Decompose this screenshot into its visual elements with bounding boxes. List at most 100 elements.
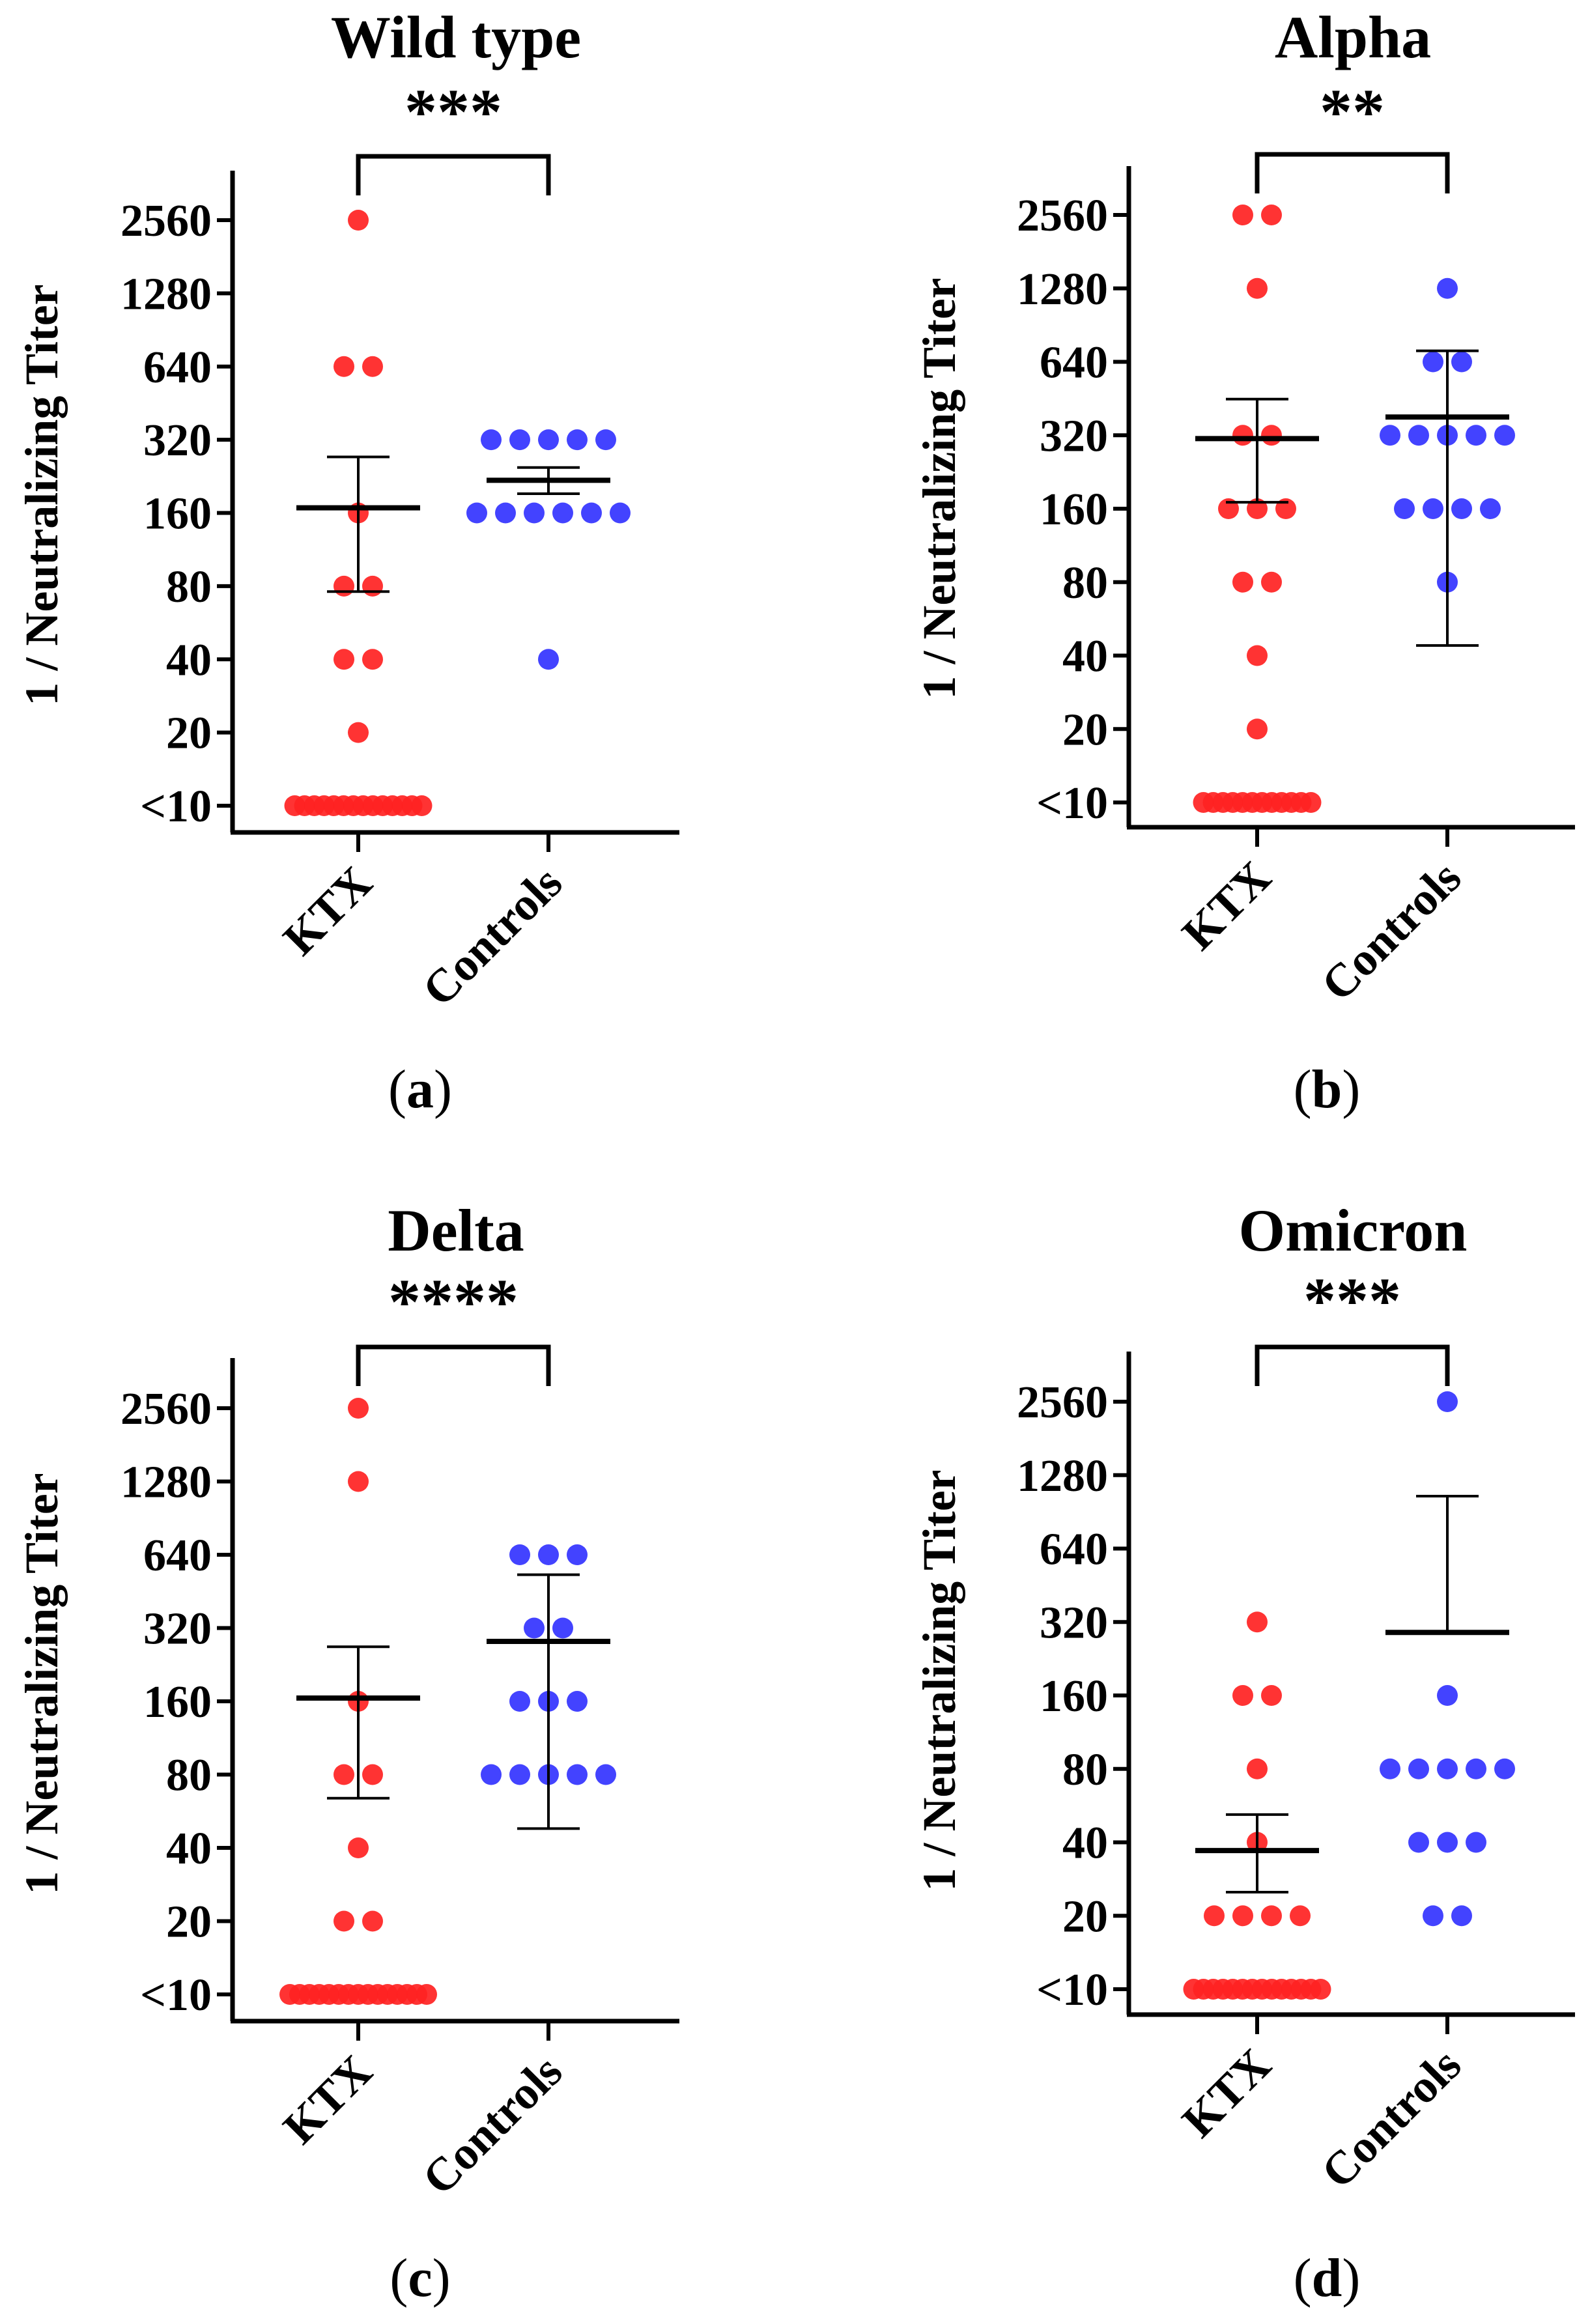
data-point: [348, 1471, 369, 1492]
data-point: [362, 1764, 383, 1785]
y-tick-label: 320: [1040, 1598, 1108, 1648]
data-point: [1451, 351, 1472, 373]
data-point: [509, 429, 530, 451]
data-point: [1437, 1685, 1458, 1706]
y-tick-label: 1280: [121, 269, 212, 319]
panel-b: Alpha** <10 20 40 80 160 320 640 1280 2560 KTX Cont…: [913, 4, 1575, 1120]
data-point: [524, 502, 545, 524]
data-point: [1494, 1758, 1515, 1779]
data-point: [1466, 1832, 1486, 1853]
data-point: [1408, 425, 1429, 446]
y-tick-label: 160: [1040, 485, 1108, 535]
data-point: [1451, 1905, 1472, 1927]
y-tick-label: 2560: [1017, 1378, 1108, 1428]
chart-title: Omicron: [1239, 1197, 1468, 1264]
y-tick-label: 1280: [1017, 264, 1108, 315]
data-point: [362, 1910, 383, 1932]
data-point: [538, 429, 559, 451]
chart-title: Delta: [388, 1197, 524, 1264]
data-point: [1261, 1685, 1282, 1706]
data-point: [1232, 205, 1253, 225]
data-point: [1232, 425, 1253, 446]
data-point: [1247, 1611, 1268, 1633]
y-tick-label: 20: [1062, 705, 1108, 755]
panel-label: (c): [390, 2248, 450, 2308]
significance-bracket: [356, 154, 551, 195]
data-point: [509, 1764, 530, 1785]
data-point: [552, 1617, 573, 1639]
y-tick-label: 80: [1062, 1745, 1108, 1795]
y-tick-label: 640: [143, 343, 212, 393]
data-point: [1423, 351, 1443, 373]
x-tick-label: KTX: [273, 857, 382, 965]
data-point: [1247, 718, 1268, 740]
data-point: [1232, 571, 1253, 593]
data-point: [334, 649, 354, 670]
y-axis-label: 1 / Neutralizing Titer: [16, 284, 68, 705]
data-point: [1466, 1758, 1486, 1779]
significance-bracket: [356, 1344, 551, 1386]
data-point: [1247, 1758, 1268, 1779]
y-tick-label: <10: [140, 782, 212, 832]
data-point: [1310, 1979, 1331, 2000]
data-point: [334, 1910, 354, 1932]
y-tick-label: 160: [1040, 1671, 1108, 1722]
data-point: [1437, 277, 1458, 299]
y-tick-label: 640: [143, 1531, 212, 1581]
data-point: [538, 649, 559, 670]
significance-stars: ***: [1303, 1264, 1401, 1337]
data-point: [509, 1691, 530, 1712]
y-tick-label: 2560: [1017, 191, 1108, 241]
data-point: [581, 502, 602, 524]
chart-title: Wild type: [331, 4, 581, 70]
data-point: [567, 1764, 588, 1785]
y-tick-label: 1280: [121, 1458, 212, 1508]
x-tick-label: Controls: [1311, 851, 1471, 1011]
data-point: [1437, 1391, 1458, 1412]
data-point: [1437, 1832, 1458, 1853]
panel-label: (a): [388, 1059, 452, 1120]
y-tick-label: 640: [1040, 338, 1108, 388]
data-point: [348, 210, 369, 231]
y-tick-label: 80: [1062, 558, 1108, 608]
data-point: [1451, 498, 1472, 519]
x-tick-label: KTX: [1172, 851, 1281, 960]
data-point: [610, 502, 631, 524]
y-tick-label: 80: [166, 1751, 212, 1801]
data-point: [1380, 425, 1400, 446]
data-point: [595, 1764, 616, 1785]
data-point: [362, 356, 383, 377]
data-point: [495, 502, 516, 524]
significance-stars: **: [1320, 76, 1385, 148]
data-point: [481, 1764, 502, 1785]
data-point: [1261, 1905, 1282, 1927]
x-tick-label: Controls: [412, 2045, 572, 2205]
y-tick-label: 160: [143, 1677, 212, 1727]
data-point: [1408, 1758, 1429, 1779]
y-axis-label: 1 / Neutralizing Titer: [16, 1473, 68, 1894]
y-tick-label: 40: [1062, 1819, 1108, 1869]
chart-title: Alpha: [1275, 4, 1431, 70]
data-point: [1204, 1905, 1225, 1927]
data-point: [1261, 205, 1282, 225]
y-tick-label: 160: [143, 489, 212, 539]
panel-a: Wild type*** <10 20 40 80 160 320 640 1280 2560 KT…: [16, 4, 679, 1120]
y-tick-label: 1280: [1017, 1451, 1108, 1501]
data-point: [1300, 792, 1322, 813]
data-point: [362, 575, 383, 597]
y-tick-label: 20: [166, 1897, 212, 1948]
data-point: [348, 722, 369, 743]
y-tick-label: 640: [1040, 1525, 1108, 1575]
data-point: [334, 1764, 354, 1785]
data-point: [1408, 1832, 1429, 1853]
data-point: [509, 1544, 530, 1565]
y-tick-label: 320: [143, 1604, 212, 1654]
data-point: [567, 1691, 588, 1712]
y-tick-label: 80: [166, 562, 212, 612]
y-tick-label: 320: [143, 416, 212, 466]
y-tick-label: 40: [166, 1824, 212, 1874]
data-point: [416, 1984, 437, 2005]
y-axis-label: 1 / Neutralizing Titer: [913, 1469, 965, 1891]
data-point: [1247, 277, 1268, 299]
